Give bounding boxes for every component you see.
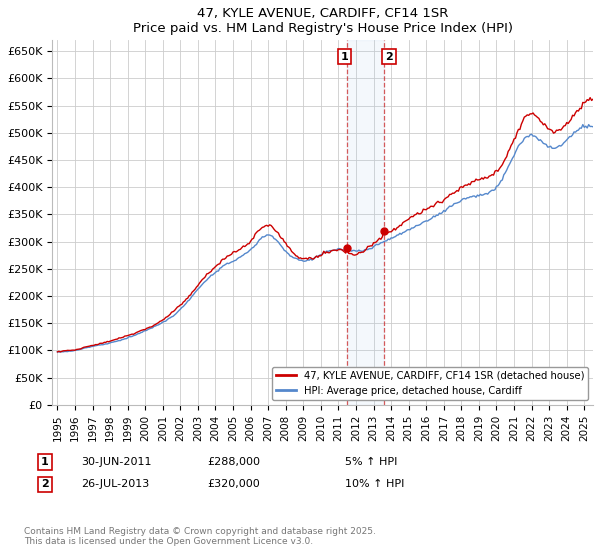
Text: 10% ↑ HPI: 10% ↑ HPI [345,479,404,489]
HPI: Average price, detached house, Cardiff: (2.02e+03, 5.15e+05): Average price, detached house, Cardiff: … [579,122,586,128]
HPI: Average price, detached house, Cardiff: (2.02e+03, 3.71e+05): Average price, detached house, Cardiff: … [454,200,461,207]
Text: 1: 1 [341,52,349,62]
Text: Contains HM Land Registry data © Crown copyright and database right 2025.
This d: Contains HM Land Registry data © Crown c… [24,526,376,546]
47, KYLE AVENUE, CARDIFF, CF14 1SR (detached house) [237,246,244,253]
Text: 2: 2 [41,479,49,489]
HPI: Average price, detached house, Cardiff: (2.01e+03, 2.84e+05): Average price, detached house, Cardiff: … [332,247,339,254]
HPI: Average price, detached house, Cardiff: (2.03e+03, 4.94e+05): Average price, detached house, Cardiff: … [597,133,600,139]
Line: 47, KYLE AVENUE, CARDIFF, CF14 1SR (detached house): 47, KYLE AVENUE, CARDIFF, CF14 1SR (deta… [58,97,600,352]
47, KYLE AVENUE, CARDIFF, CF14 1SR (detached house) [331,247,338,254]
Text: 26-JUL-2013: 26-JUL-2013 [81,479,149,489]
Legend: 47, KYLE AVENUE, CARDIFF, CF14 1SR (detached house), HPI: Average price, detache: 47, KYLE AVENUE, CARDIFF, CF14 1SR (deta… [272,367,588,400]
47, KYLE AVENUE, CARDIFF, CF14 1SR (detached house) [585,97,592,104]
Title: 47, KYLE AVENUE, CARDIFF, CF14 1SR
Price paid vs. HM Land Registry's House Price: 47, KYLE AVENUE, CARDIFF, CF14 1SR Price… [133,7,512,35]
47, KYLE AVENUE, CARDIFF, CF14 1SR (detached house) [122,333,130,339]
47, KYLE AVENUE, CARDIFF, CF14 1SR (detached house) [597,100,600,107]
Text: £288,000: £288,000 [207,457,260,467]
Text: 1: 1 [41,457,49,467]
Text: £320,000: £320,000 [207,479,260,489]
Bar [347,40,384,405]
HPI: Average price, detached house, Cardiff: (2e+03, 9.73e+04): Average price, detached house, Cardiff: … [54,348,61,355]
47, KYLE AVENUE, CARDIFF, CF14 1SR (detached house) [587,94,594,101]
47, KYLE AVENUE, CARDIFF, CF14 1SR (detached house) [452,189,459,195]
Text: 2: 2 [385,52,393,62]
47, KYLE AVENUE, CARDIFF, CF14 1SR (detached house) [54,348,61,355]
Text: 5% ↑ HPI: 5% ↑ HPI [345,457,397,467]
HPI: Average price, detached house, Cardiff: (2.01e+03, 2.74e+05): Average price, detached house, Cardiff: … [238,253,245,259]
47, KYLE AVENUE, CARDIFF, CF14 1SR (detached house) [143,325,151,332]
Line: HPI: Average price, detached house, Cardiff: HPI: Average price, detached house, Card… [58,125,600,352]
HPI: Average price, detached house, Cardiff: (2e+03, 1.39e+05): Average price, detached house, Cardiff: … [145,326,152,333]
HPI: Average price, detached house, Cardiff: (2.03e+03, 5.12e+05): Average price, detached house, Cardiff: … [588,123,595,130]
HPI: Average price, detached house, Cardiff: (2e+03, 1.23e+05): Average price, detached house, Cardiff: … [124,334,131,341]
HPI: Average price, detached house, Cardiff: (2e+03, 9.71e+04): Average price, detached house, Cardiff: … [57,349,64,356]
Text: 30-JUN-2011: 30-JUN-2011 [81,457,151,467]
